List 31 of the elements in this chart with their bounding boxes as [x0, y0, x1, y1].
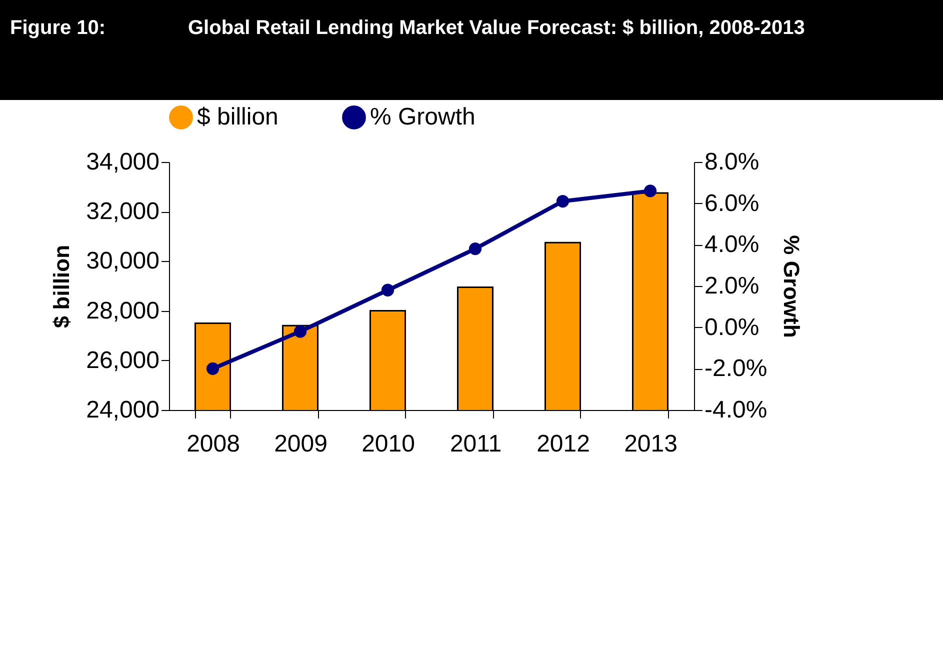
- y-tick-label: 30,000: [86, 248, 160, 275]
- legend-label: $ billion: [197, 103, 278, 130]
- point: [381, 284, 394, 296]
- point: [468, 242, 482, 256]
- point: [644, 184, 657, 198]
- legend-label: % Growth: [370, 103, 476, 130]
- chart-title: Global Retail Lending Market Value Forecast: $ billion, 2008-2013: [188, 16, 806, 41]
- y-axis-title: $ billion: [49, 244, 74, 328]
- y-tick-label: 24,000: [86, 396, 160, 424]
- y2-tick-label: 2.0%: [704, 272, 760, 300]
- y2-tick-label: -2.0%: [704, 355, 768, 382]
- y-tick-label: 26,000: [86, 346, 160, 374]
- y2-tick-label: -4.0%: [704, 396, 768, 424]
- x-tick-label: 2013: [624, 430, 678, 458]
- x-tick-label: 2008: [186, 430, 240, 458]
- caption: Figure 10:: [10, 16, 107, 41]
- x-tick-label: 2009: [274, 430, 328, 458]
- point: [556, 194, 570, 208]
- y-tick-label: 34,000: [86, 148, 160, 176]
- y2-axis-title: % Growth: [779, 235, 804, 338]
- y2-tick-label: 8.0%: [704, 148, 760, 176]
- x-tick-label: 2011: [450, 430, 502, 458]
- point: [206, 362, 220, 375]
- y2-tick-label: 4.0%: [704, 231, 760, 258]
- point: [294, 325, 307, 338]
- y2-tick-label: 6.0%: [704, 190, 760, 217]
- y2-tick-label: 0.0%: [704, 314, 760, 341]
- x-tick-label: 2010: [362, 430, 415, 458]
- y-tick-label: 28,000: [86, 297, 160, 324]
- y-tick-label: 32,000: [86, 198, 160, 226]
- x-tick-label: 2012: [536, 430, 590, 458]
